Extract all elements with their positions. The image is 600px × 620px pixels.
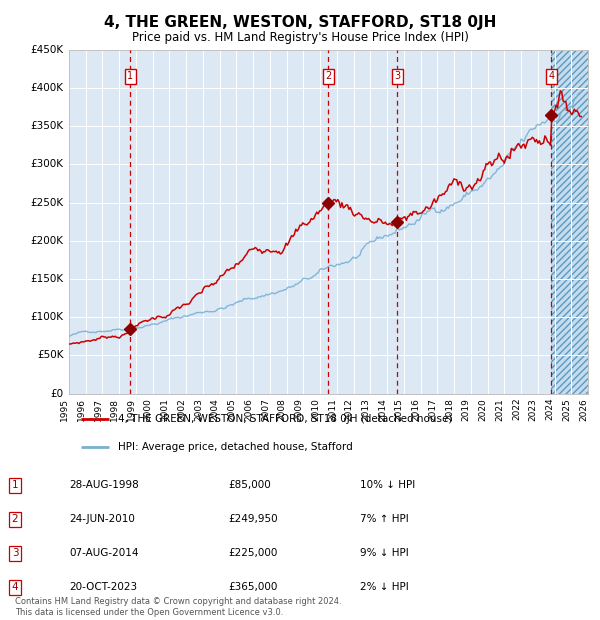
Text: £150K: £150K <box>31 274 64 284</box>
Text: 4, THE GREEN, WESTON, STAFFORD, ST18 0JH (detached house): 4, THE GREEN, WESTON, STAFFORD, ST18 0JH… <box>118 414 452 424</box>
Text: 2004: 2004 <box>211 398 220 420</box>
Text: 1996: 1996 <box>77 398 86 421</box>
Text: 2007: 2007 <box>261 398 270 421</box>
Text: £225,000: £225,000 <box>228 548 277 559</box>
Text: Contains HM Land Registry data © Crown copyright and database right 2024.
This d: Contains HM Land Registry data © Crown c… <box>15 598 341 617</box>
Text: 3: 3 <box>11 548 19 559</box>
Text: 2026: 2026 <box>579 398 588 420</box>
Text: 4: 4 <box>11 582 19 593</box>
Text: 2023: 2023 <box>529 398 538 420</box>
Text: 1997: 1997 <box>94 398 103 421</box>
Text: £350K: £350K <box>31 121 64 131</box>
Text: 10% ↓ HPI: 10% ↓ HPI <box>360 480 415 490</box>
Text: 2006: 2006 <box>244 398 253 421</box>
Text: 1: 1 <box>11 480 19 490</box>
Text: £250K: £250K <box>31 198 64 208</box>
Text: 1999: 1999 <box>127 398 136 421</box>
Text: 2013: 2013 <box>361 398 370 421</box>
Text: 2% ↓ HPI: 2% ↓ HPI <box>360 582 409 593</box>
Text: 2010: 2010 <box>311 398 320 421</box>
Text: 2024: 2024 <box>545 398 554 420</box>
Text: 2017: 2017 <box>428 398 437 421</box>
Text: £85,000: £85,000 <box>228 480 271 490</box>
Text: 2008: 2008 <box>278 398 287 421</box>
Text: 2: 2 <box>11 514 19 525</box>
Text: 2014: 2014 <box>378 398 387 420</box>
Text: 2016: 2016 <box>412 398 421 421</box>
Text: £200K: £200K <box>31 236 64 246</box>
Text: 2001: 2001 <box>160 398 169 421</box>
Text: 2015: 2015 <box>395 398 404 421</box>
Text: 2012: 2012 <box>344 398 353 420</box>
Text: 2020: 2020 <box>479 398 488 420</box>
Text: 07-AUG-2014: 07-AUG-2014 <box>69 548 139 559</box>
Text: £0: £0 <box>50 389 64 399</box>
Text: 2011: 2011 <box>328 398 337 421</box>
Text: 2005: 2005 <box>227 398 236 421</box>
Text: 2: 2 <box>325 71 331 81</box>
Text: Price paid vs. HM Land Registry's House Price Index (HPI): Price paid vs. HM Land Registry's House … <box>131 31 469 44</box>
Text: 3: 3 <box>394 71 400 81</box>
Text: 2022: 2022 <box>512 398 521 420</box>
Text: 2000: 2000 <box>144 398 153 421</box>
Text: £249,950: £249,950 <box>228 514 278 525</box>
Text: 28-AUG-1998: 28-AUG-1998 <box>69 480 139 490</box>
Text: £400K: £400K <box>31 83 64 93</box>
Text: 1998: 1998 <box>110 398 119 421</box>
Text: 2003: 2003 <box>194 398 203 421</box>
Text: 4, THE GREEN, WESTON, STAFFORD, ST18 0JH: 4, THE GREEN, WESTON, STAFFORD, ST18 0JH <box>104 16 496 30</box>
Text: 20-OCT-2023: 20-OCT-2023 <box>69 582 137 593</box>
Text: HPI: Average price, detached house, Stafford: HPI: Average price, detached house, Staf… <box>118 442 352 452</box>
Text: £450K: £450K <box>31 45 64 55</box>
Text: £50K: £50K <box>37 350 64 360</box>
Text: 4: 4 <box>548 71 554 81</box>
Text: 24-JUN-2010: 24-JUN-2010 <box>69 514 135 525</box>
Text: 7% ↑ HPI: 7% ↑ HPI <box>360 514 409 525</box>
Text: 2018: 2018 <box>445 398 454 421</box>
Text: £100K: £100K <box>31 312 64 322</box>
Text: £300K: £300K <box>31 159 64 169</box>
Text: 2002: 2002 <box>177 398 186 420</box>
Text: 1: 1 <box>127 71 133 81</box>
Text: 9% ↓ HPI: 9% ↓ HPI <box>360 548 409 559</box>
Text: £365,000: £365,000 <box>228 582 277 593</box>
Bar <box>551 50 588 394</box>
Text: 1995: 1995 <box>60 398 69 421</box>
Text: 2025: 2025 <box>562 398 571 420</box>
Text: 2021: 2021 <box>495 398 504 420</box>
Text: 2009: 2009 <box>295 398 304 421</box>
Text: 2019: 2019 <box>462 398 471 421</box>
